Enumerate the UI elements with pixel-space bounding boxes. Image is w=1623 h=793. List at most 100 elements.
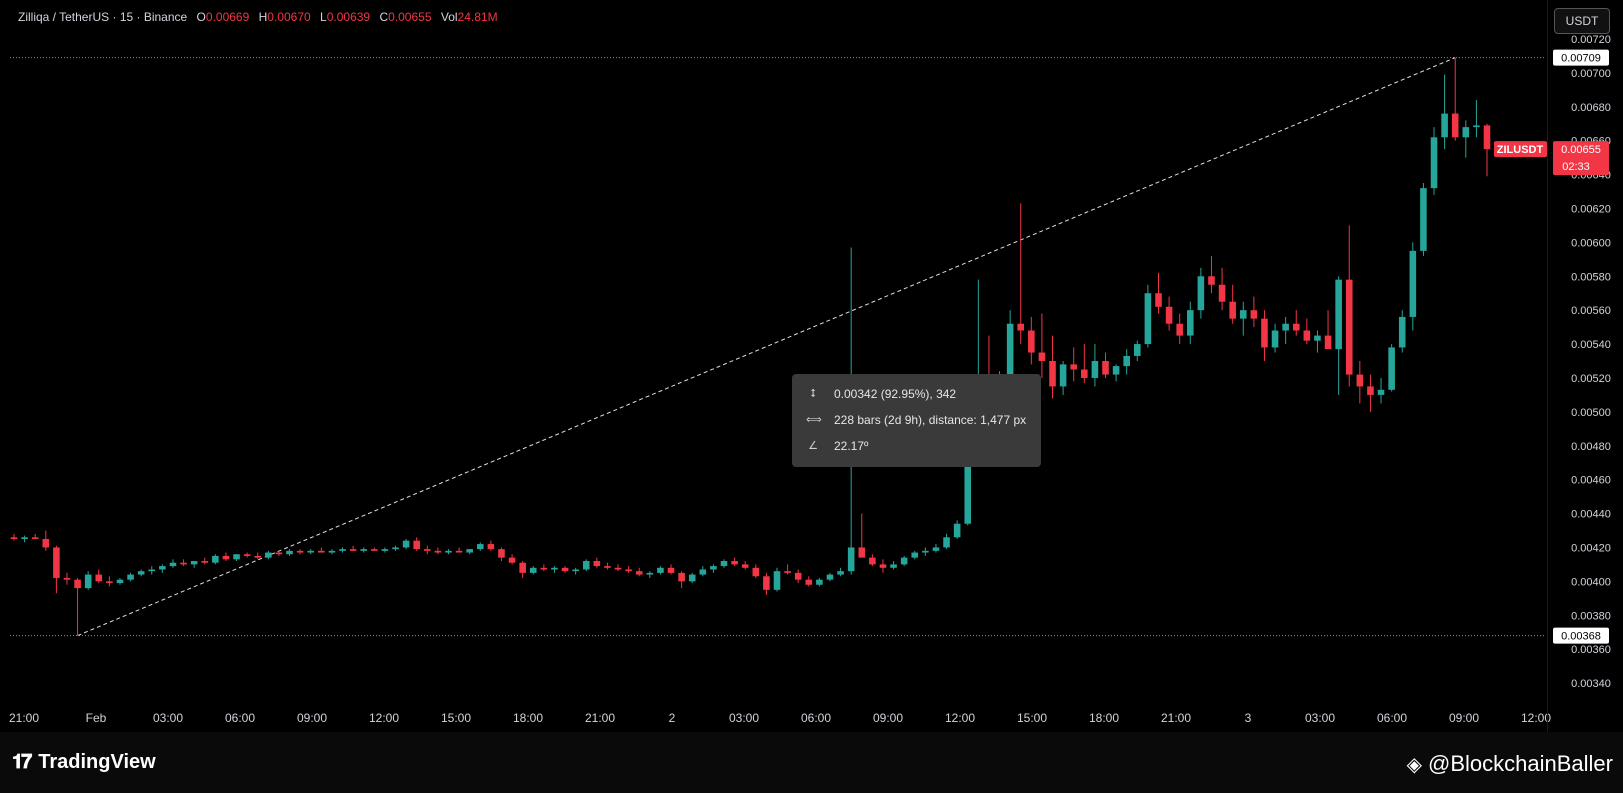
candle-body: [1324, 335, 1332, 350]
x-tick-label: 09:00: [297, 711, 327, 725]
candle-body: [1345, 279, 1353, 375]
candle-body: [1091, 361, 1099, 378]
measure-angle: 22.17º: [834, 439, 869, 453]
price-badge-box: [1553, 141, 1609, 176]
x-tick-label: 09:00: [1449, 711, 1479, 725]
candle-body: [1282, 323, 1289, 331]
candle-body: [84, 574, 92, 589]
candle-body: [1388, 347, 1395, 390]
candle-body: [741, 564, 749, 568]
candle-body: [582, 561, 590, 570]
candle-body: [805, 579, 813, 585]
candle-body: [964, 442, 972, 524]
candle-body: [688, 574, 696, 582]
y-tick-label: 0.00420: [1571, 542, 1611, 554]
candle-body: [201, 561, 209, 563]
x-tick-label: 21:00: [1161, 711, 1191, 725]
open-label: O: [196, 10, 206, 24]
candle-body: [1081, 369, 1088, 378]
candle-body: [476, 544, 484, 550]
measure-bars-row: ⟺ 228 bars (2d 9h), distance: 1,477 px: [806, 411, 1026, 429]
y-tick-label: 0.00560: [1571, 305, 1611, 317]
candle-body: [180, 562, 187, 565]
y-tick-label: 0.00340: [1571, 678, 1611, 690]
candle-body: [1186, 310, 1194, 336]
candle-body: [1335, 279, 1342, 350]
candle-body: [53, 547, 60, 578]
tradingview-brand: TradingView: [38, 751, 156, 773]
x-tick-label: 09:00: [873, 711, 903, 725]
candle-body: [487, 544, 495, 550]
candle-body: [1314, 335, 1321, 341]
candle-body: [116, 579, 124, 584]
y-tick-label: 0.00400: [1571, 576, 1611, 588]
price-chart[interactable]: 0.007200.007000.006800.006600.006400.006…: [0, 0, 1623, 732]
y-tick-label: 0.00360: [1571, 644, 1611, 656]
candle-body: [21, 537, 28, 539]
candle-body: [1049, 361, 1056, 387]
candle-body: [646, 572, 654, 575]
candle-body: [434, 550, 442, 553]
candle-body: [10, 537, 18, 539]
candle-body: [826, 574, 834, 580]
candle-body: [1367, 386, 1374, 395]
symbol-header: Zilliqa / TetherUS · 15 · Binance O0.006…: [18, 10, 498, 24]
candle-body: [635, 571, 643, 575]
y-tick-label: 0.00520: [1571, 373, 1611, 385]
x-tick-label: 12:00: [369, 711, 399, 725]
candle-body: [137, 571, 145, 575]
y-tick-label: 0.00620: [1571, 203, 1611, 215]
tradingview-logo[interactable]: 𝟏𝟕 TradingView: [12, 751, 156, 774]
candle-body: [1229, 301, 1236, 319]
candle-body: [1462, 127, 1470, 138]
candle-body: [296, 550, 304, 553]
y-tick-label: 0.00580: [1571, 271, 1611, 283]
candle-body: [233, 554, 240, 560]
x-tick-label: 18:00: [513, 711, 543, 725]
candle-body: [1176, 323, 1183, 336]
candle-body: [699, 569, 707, 575]
candle-body: [858, 547, 866, 558]
candle-body: [551, 567, 558, 570]
candle-body: [339, 549, 346, 551]
candle-body: [212, 555, 219, 563]
candle-body: [360, 549, 367, 551]
candle-body: [1420, 188, 1427, 251]
candle-body: [498, 549, 505, 558]
candle-body: [466, 549, 473, 553]
measure-price-change: 0.00342 (92.95%), 342: [834, 387, 957, 401]
low-value: 0.00639: [326, 10, 371, 24]
candle-body: [1134, 344, 1141, 356]
candle-body: [243, 554, 251, 556]
candle-body: [1473, 125, 1480, 128]
measure-angle-row: ∠ 22.17º: [806, 437, 868, 455]
candle-body: [1441, 113, 1448, 138]
low-label: L: [320, 10, 327, 24]
vertical-measure-icon: ⭥: [810, 388, 816, 400]
candle-body: [519, 562, 526, 573]
candle-body: [402, 540, 410, 548]
candle-body: [349, 549, 357, 551]
measure-diagonal-line: [77, 57, 1456, 637]
currency-button[interactable]: USDT: [1554, 8, 1610, 34]
candle-body: [1430, 137, 1438, 189]
candle-body: [1239, 310, 1247, 319]
close-value: 0.00655: [388, 10, 432, 24]
x-tick-label: 15:00: [441, 711, 471, 725]
open-value: 0.00669: [205, 10, 250, 24]
candle-body: [1483, 125, 1491, 150]
author-credit: ◈ @BlockchainBaller: [1407, 751, 1613, 777]
x-tick-label: 2: [669, 711, 676, 725]
candle-body: [943, 537, 950, 548]
candle-body: [445, 550, 452, 553]
candle-body: [1356, 374, 1364, 387]
x-tick-label: 03:00: [1305, 711, 1335, 725]
candle-body: [328, 550, 336, 553]
candle-body: [106, 581, 113, 584]
candle-body: [371, 549, 378, 551]
candle-body: [752, 567, 760, 577]
candle-body: [455, 550, 463, 553]
candle-body: [190, 561, 198, 565]
candle-body: [95, 574, 103, 582]
countdown-text: 02:33: [1562, 161, 1590, 173]
